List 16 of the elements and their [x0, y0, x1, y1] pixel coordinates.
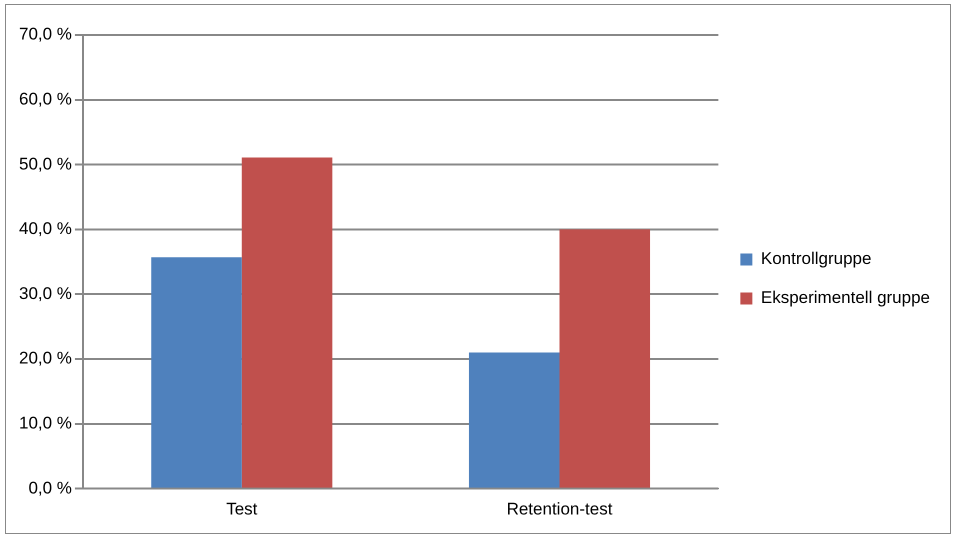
bar — [242, 157, 332, 488]
legend-label: Eksperimentell gruppe — [760, 288, 930, 308]
y-tick-label: 0,0 % — [28, 478, 72, 498]
bar — [559, 229, 650, 488]
y-tick-label: 60,0 % — [18, 89, 72, 108]
x-tick-label: Retention-test — [506, 499, 613, 518]
y-tick-label: 40,0 % — [18, 219, 72, 238]
y-tick-label: 70,0 % — [18, 24, 72, 44]
y-tick-label: 20,0 % — [18, 348, 72, 368]
x-tick-label: Test — [226, 499, 258, 518]
bar — [468, 352, 560, 488]
legend-label: Kontrollgruppe — [760, 249, 872, 268]
y-tick-label: 30,0 % — [18, 284, 72, 303]
bar — [151, 257, 242, 488]
y-tick-label: 50,0 % — [18, 154, 72, 174]
y-tick-label: 10,0 % — [18, 413, 72, 432]
